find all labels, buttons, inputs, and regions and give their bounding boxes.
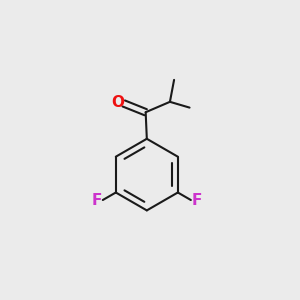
Text: O: O xyxy=(111,95,124,110)
Text: F: F xyxy=(191,193,202,208)
Text: F: F xyxy=(92,193,103,208)
